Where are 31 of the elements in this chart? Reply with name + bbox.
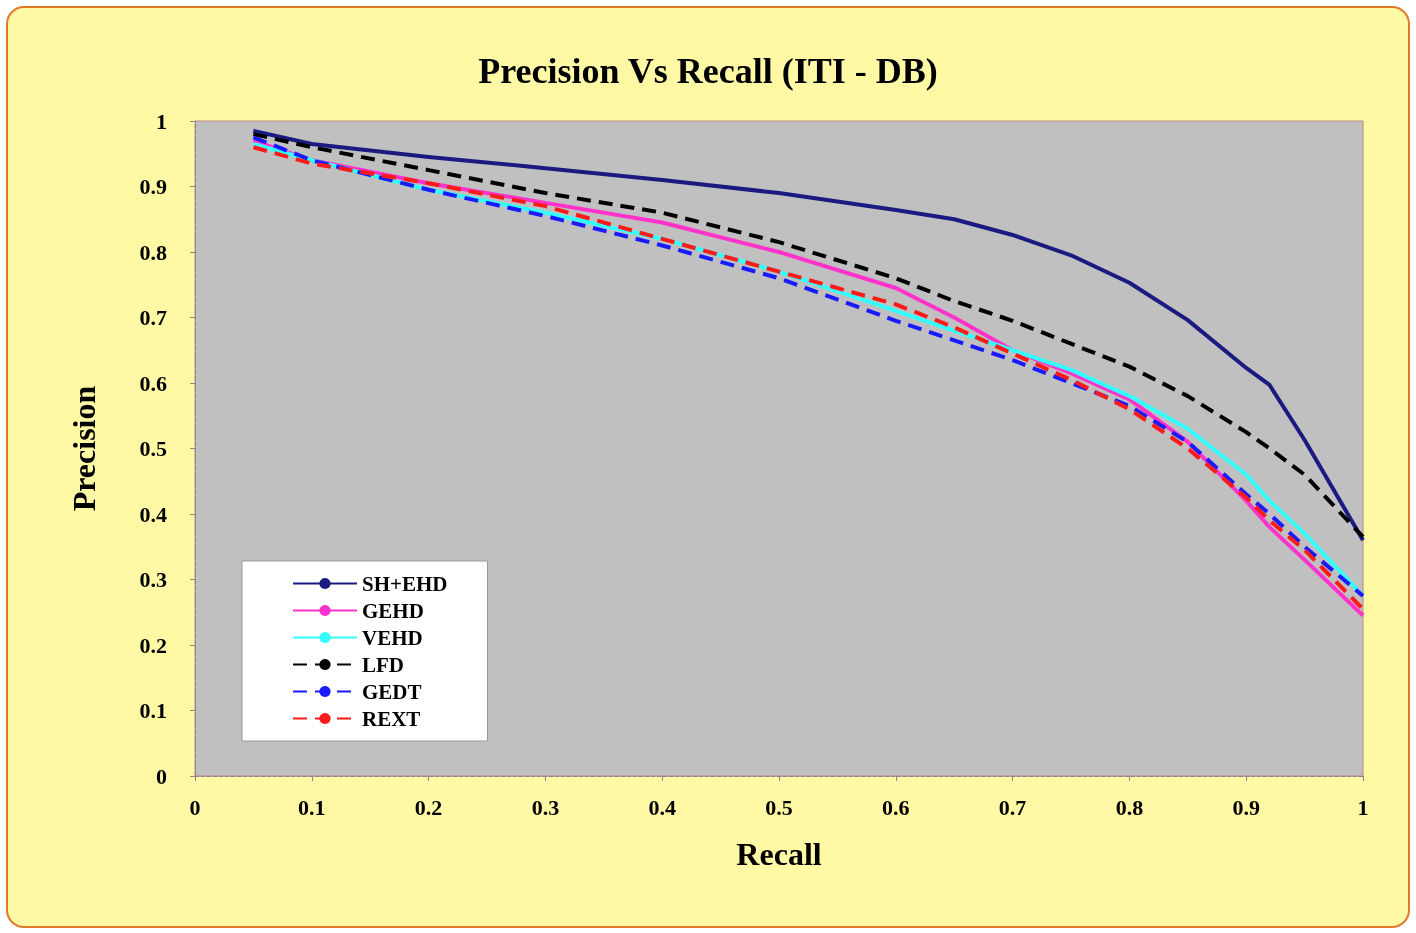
legend-label: REXT (362, 706, 421, 731)
y-tick-label: 0.2 (139, 632, 167, 658)
y-axis-title: Precision (66, 385, 102, 512)
x-tick-label: 0.7 (998, 794, 1027, 820)
y-tick-label: 0.3 (139, 567, 167, 592)
y-tick-label: 0.7 (139, 305, 167, 330)
y-tick-label: 0.9 (139, 174, 167, 199)
x-tick-label: 0.3 (531, 794, 560, 820)
x-tick-label: 0.2 (414, 794, 443, 820)
y-tick-label: 0.8 (139, 239, 167, 265)
x-tick-label: 0.1 (298, 794, 326, 820)
x-axis-title: Recall (736, 836, 822, 872)
legend-label: SH+EHD (362, 571, 448, 596)
y-tick-label: 0.4 (139, 501, 167, 527)
legend-label: GEDT (362, 679, 422, 704)
y-tick-label: 1 (156, 108, 167, 134)
x-tick-label: 0.6 (882, 794, 910, 820)
y-tick-label: 0.5 (139, 436, 167, 461)
y-tick-label: 0 (156, 763, 167, 789)
x-tick-label: 0.5 (765, 794, 793, 820)
x-tick-label: 0.4 (648, 794, 676, 820)
x-tick-label: 1 (1357, 794, 1369, 820)
legend-label: GEHD (362, 598, 424, 623)
legend-label: LFD (362, 652, 404, 677)
x-tick-label: 0.8 (1115, 794, 1144, 820)
y-tick-label: 0.1 (139, 698, 167, 723)
legend-label: VEHD (362, 625, 423, 650)
x-tick-label: 0 (189, 794, 201, 820)
x-tick-label: 0.9 (1232, 794, 1260, 820)
y-tick-label: 0.6 (139, 370, 167, 396)
chart-title: Precision Vs Recall (ITI - DB) (478, 51, 938, 91)
